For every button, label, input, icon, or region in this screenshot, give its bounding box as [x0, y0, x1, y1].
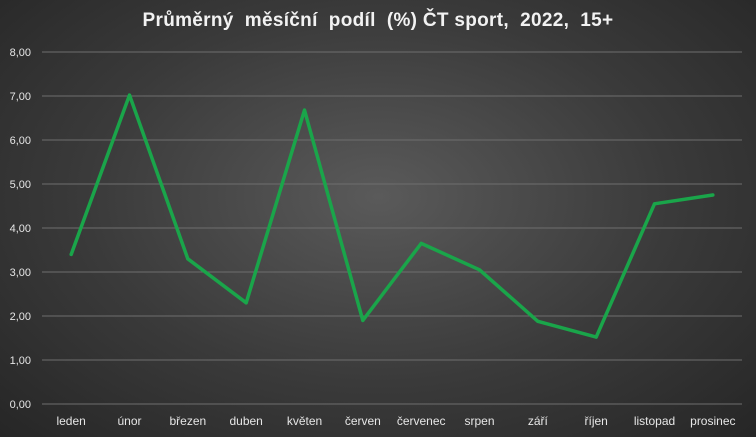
data-point	[477, 268, 482, 272]
data-point	[419, 241, 423, 245]
data-point	[244, 301, 248, 305]
y-axis-tick-labels: 0,00 1,00 2,00 3,00 4,00 5,00 6,00 7,00 8,00	[10, 47, 31, 411]
x-category-label: říjen	[584, 414, 607, 428]
data-point	[536, 319, 540, 323]
data-point	[186, 257, 190, 261]
x-category-label: prosinec	[690, 414, 735, 428]
series-layer	[69, 93, 715, 339]
data-point	[711, 193, 715, 197]
y-tick-label: 0,00	[10, 399, 31, 411]
data-point	[302, 108, 307, 112]
data-point	[127, 93, 132, 97]
data-point	[69, 252, 73, 256]
data-point	[652, 202, 657, 206]
x-category-label: listopad	[634, 414, 675, 428]
y-tick-label: 3,00	[10, 267, 31, 279]
grid-layer	[42, 51, 742, 405]
y-tick-label: 6,00	[10, 135, 31, 147]
y-tick-label: 7,00	[10, 91, 31, 103]
x-category-label: září	[528, 414, 549, 428]
x-category-label: duben	[229, 414, 262, 428]
x-category-label: leden	[56, 414, 85, 428]
x-category-label: únor	[117, 414, 141, 428]
y-tick-label: 1,00	[10, 355, 31, 367]
x-category-label: srpen	[464, 414, 494, 428]
y-tick-label: 5,00	[10, 179, 31, 191]
data-point	[594, 335, 598, 339]
x-category-label: červen	[345, 414, 381, 428]
y-tick-label: 8,00	[10, 47, 31, 59]
x-category-label: červenec	[397, 414, 446, 428]
series-line	[69, 93, 715, 339]
x-category-label: květen	[287, 414, 322, 428]
x-axis-category-labels: leden únor březen duben květen červen červenec…	[56, 414, 735, 428]
y-tick-label: 4,00	[10, 223, 31, 235]
y-tick-label: 2,00	[10, 311, 31, 323]
chart-title: Průměrný měsíční podíl (%) ČT sport, 202…	[142, 10, 614, 31]
data-point	[361, 318, 365, 322]
x-category-label: březen	[169, 414, 206, 428]
